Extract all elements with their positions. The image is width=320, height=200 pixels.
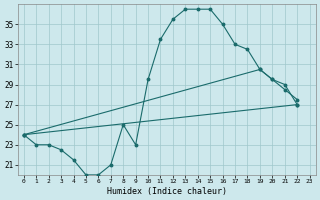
X-axis label: Humidex (Indice chaleur): Humidex (Indice chaleur)	[107, 187, 227, 196]
